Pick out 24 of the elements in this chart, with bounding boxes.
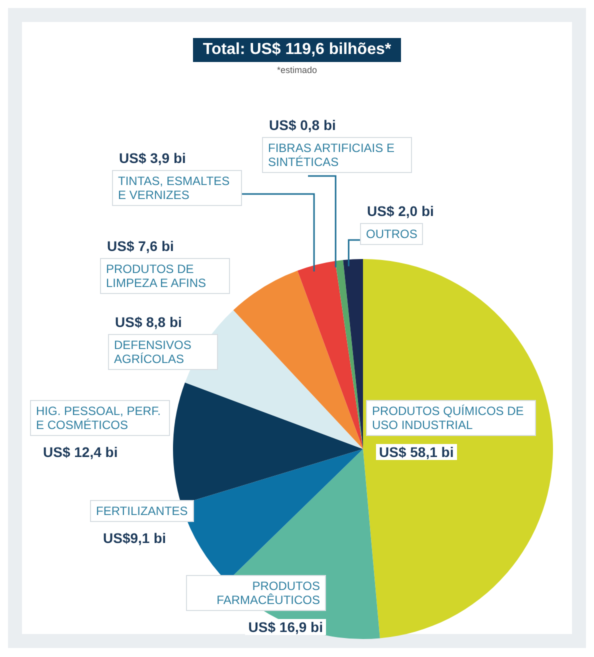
slice-label: FERTILIZANTES xyxy=(90,500,194,522)
data-label: US$ 16,9 bi xyxy=(245,619,326,635)
slice-label: DEFENSIVOS AGRÍCOLAS xyxy=(108,334,218,370)
slice-label: HIG. PESSOAL, PERF. E COSMÉTICOS xyxy=(30,400,170,436)
slice-label: FIBRAS ARTIFICIAIS E SINTÉTICAS xyxy=(262,137,412,173)
data-label: US$ 12,4 bi xyxy=(40,444,121,460)
slice-label: PRODUTOS FARMACÊUTICOS xyxy=(186,575,326,611)
data-label: US$ 3,9 bi xyxy=(116,150,189,166)
slice-label: PRODUTOS DE LIMPEZA E AFINS xyxy=(100,258,230,294)
pie-slice xyxy=(233,270,363,449)
chart-subtitle: *estimado xyxy=(276,65,318,75)
data-label: US$ 58,1 bi xyxy=(376,444,457,460)
data-label: US$ 7,6 bi xyxy=(104,238,177,254)
chart-title: Total: US$ 119,6 bilhões* xyxy=(192,38,402,62)
data-label: US$9,1 bi xyxy=(100,530,170,546)
pie-slice xyxy=(297,261,363,449)
data-label: US$ 8,8 bi xyxy=(112,314,185,330)
pie-slice xyxy=(343,259,363,449)
data-label: US$ 0,8 bi xyxy=(266,117,339,133)
data-label: US$ 2,0 bi xyxy=(364,203,437,219)
slice-label: OUTROS xyxy=(360,223,424,245)
pie-slice xyxy=(335,260,363,449)
slice-label: TINTAS, ESMALTES E VERNIZES xyxy=(112,170,242,206)
slice-label: PRODUTOS QUÍMICOS DE USO INDUSTRIAL xyxy=(366,400,536,436)
